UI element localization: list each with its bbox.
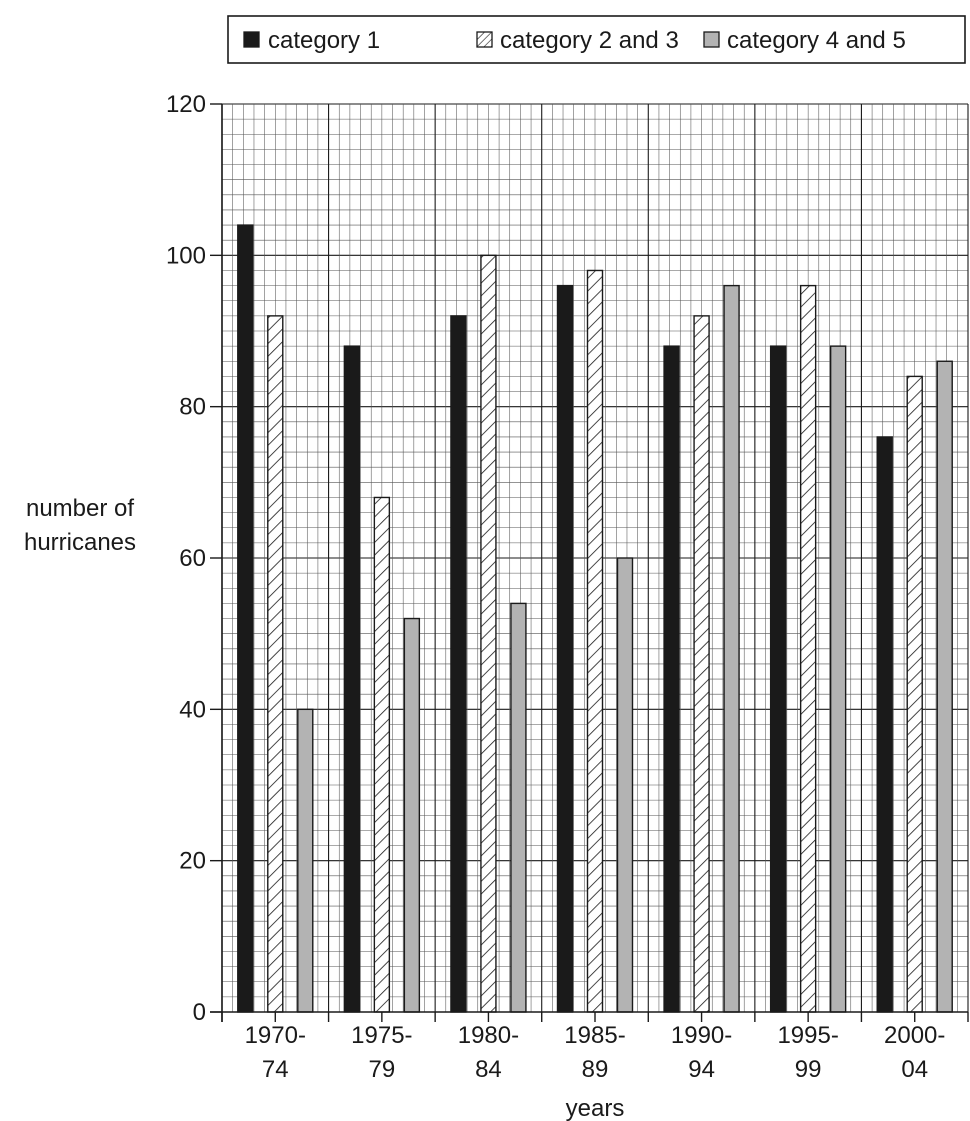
bar-category-2-and-3-4 (693, 315, 710, 1013)
legend-swatch (703, 31, 720, 48)
bar-category-4-and-5-3 (616, 557, 634, 1013)
bar-category-2-and-3-0 (267, 315, 284, 1013)
x-tick-label: 84 (475, 1056, 502, 1083)
x-tick-label: 99 (795, 1056, 822, 1083)
legend-label: category 1 (268, 27, 380, 54)
bar-category-2-and-3-6 (906, 375, 923, 1013)
x-tick-label: 89 (582, 1056, 609, 1083)
x-tick-label: 1980- (458, 1022, 519, 1049)
y-tick-label: 0 (193, 999, 206, 1026)
bar-category-4-and-5-0 (297, 708, 314, 1013)
axes: 0 20 40 60 80 100 120 1970- 74 1975- 79 1980- 84 1985… (24, 91, 969, 1121)
bar-category-1-2 (450, 315, 467, 1013)
x-tick-label: 2000- (884, 1022, 945, 1049)
x-tick-label: 1990- (671, 1022, 732, 1049)
x-tick-label: 94 (688, 1056, 715, 1083)
x-tick-label: 1970- (245, 1022, 306, 1049)
legend-box (227, 15, 966, 64)
legend-label: category 2 and 3 (500, 27, 679, 54)
y-axis-title: number of (26, 495, 134, 522)
bar-category-2-and-3-3 (586, 269, 604, 1013)
bar-category-1-0 (237, 224, 254, 1013)
bar-category-4-and-5-2 (510, 602, 527, 1013)
y-tick-label: 80 (179, 394, 206, 421)
x-tick-label: 1975- (351, 1022, 412, 1049)
x-tick-label: 79 (369, 1056, 396, 1083)
bar-category-4-and-5-1 (403, 617, 421, 1013)
y-axis-title: hurricanes (24, 529, 136, 556)
x-tick-label: 1995- (777, 1022, 838, 1049)
bar-category-1-6 (876, 436, 893, 1013)
y-tick-label: 100 (166, 242, 206, 269)
bar-category-1-3 (556, 284, 574, 1013)
legend-swatch (476, 31, 493, 48)
bars (237, 224, 953, 1013)
x-tick-label: 04 (901, 1056, 928, 1083)
bar-category-1-1 (343, 345, 361, 1013)
bar-category-2-and-3-5 (799, 284, 817, 1013)
x-axis-title: years (566, 1095, 625, 1121)
bar-category-1-5 (769, 345, 787, 1013)
bar-category-4-and-5-6 (936, 360, 953, 1013)
y-tick-label: 40 (179, 696, 206, 723)
bar-category-2-and-3-2 (480, 254, 497, 1013)
y-tick-label: 120 (166, 91, 206, 118)
y-tick-label: 20 (179, 848, 206, 875)
bar-category-4-and-5-4 (723, 284, 740, 1013)
bar-category-4-and-5-5 (829, 345, 847, 1013)
legend-label: category 4 and 5 (727, 27, 906, 54)
legend-swatch (243, 31, 260, 48)
x-tick-label: 1985- (564, 1022, 625, 1049)
x-tick-label: 74 (262, 1056, 289, 1083)
bar-category-2-and-3-1 (373, 496, 391, 1013)
legend: category 1 category 2 and 3 category 4 and… (227, 15, 966, 64)
bar-category-1-4 (663, 345, 680, 1013)
y-tick-label: 60 (179, 545, 206, 572)
